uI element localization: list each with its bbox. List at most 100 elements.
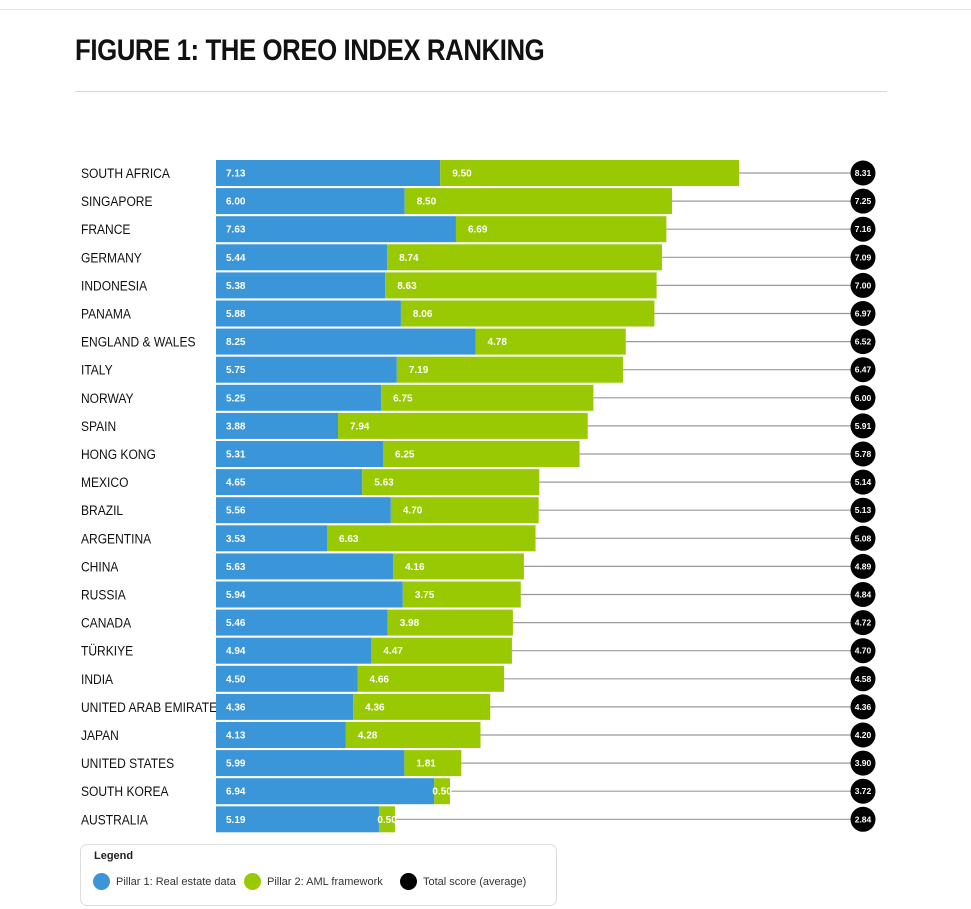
legend-swatch-pillar1 (93, 873, 110, 890)
total-circle (850, 666, 876, 692)
value-label-pillar2: 9.50 (452, 169, 472, 180)
country-label: JAPAN (81, 727, 119, 743)
value-label-pillar1: 6.00 (226, 197, 246, 208)
value-label-pillar2: 4.66 (370, 674, 390, 685)
value-label-pillar1: 4.36 (226, 702, 246, 713)
total-label: 2.84 (855, 814, 872, 824)
bar-pillar2 (455, 216, 667, 243)
total-circle (850, 413, 876, 439)
bar-pillar2 (387, 244, 662, 271)
country-label: UNITED ARAB EMIRATES (81, 699, 225, 715)
value-label-pillar1: 5.88 (226, 309, 246, 320)
total-label: 8.31 (855, 168, 872, 178)
value-label-pillar2: 6.75 (393, 393, 413, 404)
value-label-pillar1: 4.65 (226, 478, 246, 489)
bar-pillar1 (216, 160, 441, 186)
total-label: 7.09 (855, 252, 872, 262)
legend-label-pillar1: Pillar 1: Real estate data (116, 875, 236, 888)
total-label: 7.00 (855, 280, 872, 290)
legend-item-pillar2: Pillar 2: AML framework (244, 873, 383, 890)
total-circle (850, 750, 876, 776)
country-label: AUSTRALIA (81, 811, 148, 827)
country-label: HONG KONG (81, 446, 156, 462)
bar-pillar1 (216, 609, 388, 636)
total-label: 4.36 (855, 702, 872, 712)
legend: Legend Pillar 1: Real estate data Pillar… (80, 844, 557, 906)
bar-pillar1 (216, 497, 391, 524)
bar-pillar1 (216, 244, 388, 271)
bar-pillar1 (216, 722, 346, 748)
country-label: CANADA (81, 615, 131, 631)
page-title: FIGURE 1: THE OREO INDEX RANKING (75, 34, 545, 67)
value-label-pillar1: 7.13 (226, 169, 246, 180)
value-label-pillar1: 5.19 (226, 815, 246, 826)
bar-pillar2 (385, 272, 657, 299)
total-circle (850, 778, 876, 804)
value-label-pillar2: 7.19 (409, 365, 429, 376)
total-circle (850, 188, 876, 214)
value-label-pillar1: 5.99 (226, 759, 246, 770)
total-circle (850, 610, 876, 636)
bar-pillar1 (216, 778, 435, 805)
total-circle (850, 329, 876, 355)
legend-swatch-pillar2 (244, 873, 261, 890)
value-label-pillar2: 6.63 (339, 534, 359, 545)
value-label-pillar1: 7.63 (226, 225, 246, 236)
legend-label-pillar2: Pillar 2: AML framework (267, 875, 383, 888)
total-label: 6.00 (855, 393, 872, 403)
total-label: 5.14 (855, 477, 872, 487)
bar-pillar1 (216, 693, 354, 720)
value-label-pillar1: 5.94 (226, 590, 246, 601)
value-label-pillar1: 5.31 (226, 450, 246, 461)
legend-label-total: Total score (average) (423, 875, 527, 888)
value-label-pillar2: 4.28 (358, 731, 378, 742)
bar-pillar1 (216, 637, 372, 664)
value-label-pillar2: 4.16 (405, 562, 425, 573)
bar-pillar1 (216, 188, 405, 215)
total-label: 5.78 (855, 449, 872, 459)
total-circle (850, 553, 876, 579)
bar-pillar2 (387, 609, 513, 636)
value-label-pillar2: 3.98 (400, 618, 420, 629)
total-label: 3.90 (855, 758, 872, 768)
bar-pillar1 (216, 412, 339, 439)
total-label: 4.89 (855, 561, 872, 571)
value-label-pillar1: 5.75 (226, 365, 246, 376)
value-label-pillar2: 4.78 (487, 337, 507, 348)
country-label: SPAIN (81, 418, 116, 434)
bar-pillar2 (327, 525, 536, 552)
bar-pillar2 (357, 665, 505, 692)
top-divider (0, 9, 971, 10)
bar-pillar2 (371, 637, 512, 664)
bar-pillar2 (390, 497, 539, 524)
bar-pillar1 (216, 553, 394, 580)
value-label-pillar1: 4.13 (226, 731, 246, 742)
bar-pillar2 (379, 806, 395, 833)
country-label: INDONESIA (81, 278, 147, 294)
bar-pillar2 (353, 693, 491, 720)
bar-pillar1 (216, 356, 397, 383)
total-circle (850, 638, 876, 664)
bar-pillar2 (402, 581, 521, 608)
bar-pillar2 (434, 778, 450, 805)
legend-item-total: Total score (average) (400, 873, 526, 890)
title-divider (75, 91, 887, 92)
total-label: 7.16 (855, 224, 872, 234)
value-label-pillar2: 0.50 (432, 787, 452, 798)
total-label: 6.97 (855, 309, 872, 319)
legend-item-pillar1: Pillar 1: Real estate data (93, 873, 236, 890)
country-label: CHINA (81, 559, 119, 575)
value-label-pillar2: 8.63 (397, 281, 417, 292)
bar-pillar2 (345, 722, 481, 748)
total-circle (850, 160, 876, 186)
value-label-pillar2: 3.75 (415, 590, 435, 601)
bar-pillar1 (216, 665, 358, 692)
total-circle (850, 244, 876, 270)
value-label-pillar2: 4.70 (403, 506, 423, 517)
total-label: 5.13 (855, 505, 872, 515)
bar-pillar2 (381, 384, 594, 411)
country-label: TÜRKIYE (81, 643, 133, 659)
bar-pillar1 (216, 581, 403, 608)
bar-pillar1 (216, 806, 380, 833)
value-label-pillar1: 6.94 (226, 787, 246, 798)
